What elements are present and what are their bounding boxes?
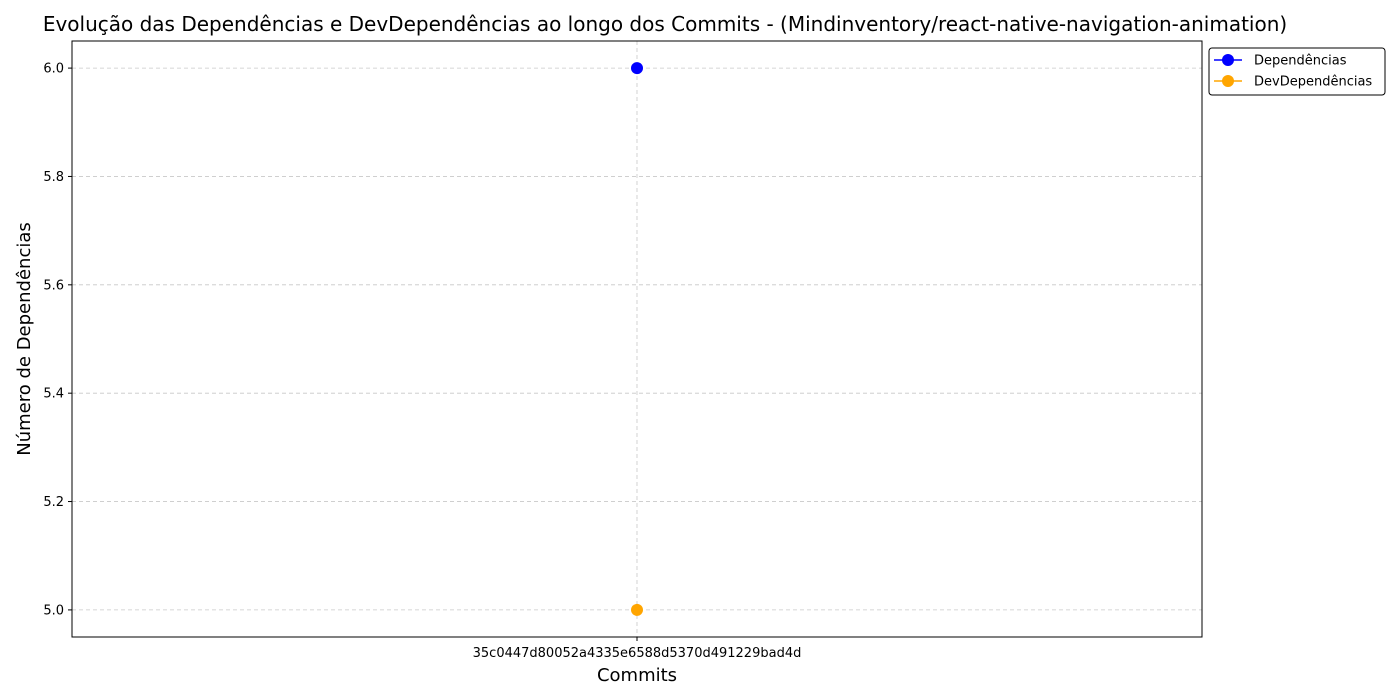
data-point (631, 62, 643, 75)
grid (72, 41, 1202, 637)
x-axis-label: Commits (597, 665, 677, 686)
y-axis: 5.0 5.2 5.4 5.6 5.8 6.0 (43, 62, 72, 618)
legend-label: Dependências (1254, 54, 1347, 69)
legend-marker (1222, 54, 1234, 66)
legend-marker (1222, 75, 1234, 87)
y-tick-label: 5.6 (43, 278, 64, 293)
legend-box (1208, 47, 1386, 96)
chart-title: Evolução das Dependências e DevDependênc… (43, 12, 1287, 36)
legend-label: DevDependências (1254, 75, 1372, 90)
y-tick-label: 6.0 (43, 62, 64, 77)
series-1 (631, 62, 643, 75)
legend: Dependências DevDependências (1208, 47, 1386, 96)
y-tick-label: 5.8 (43, 170, 64, 185)
y-tick-label: 5.0 (43, 603, 64, 618)
x-axis: 35c0447d80052a4335e6588d5370d491229bad4d (473, 637, 802, 661)
series-layer (631, 62, 643, 616)
y-tick-label: 5.4 (43, 387, 64, 402)
y-tick-label: 5.2 (43, 495, 64, 510)
data-point (631, 603, 643, 616)
y-axis-label: Número de Dependências (14, 222, 35, 456)
x-tick-label: 35c0447d80052a4335e6588d5370d491229bad4d (473, 646, 802, 661)
series-2 (631, 603, 643, 616)
